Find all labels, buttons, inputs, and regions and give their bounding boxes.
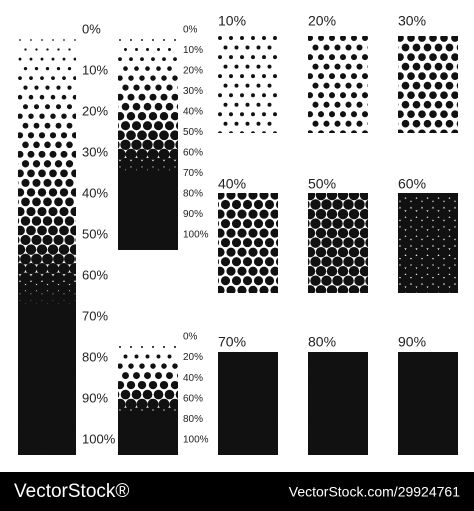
- percent-label: 30%: [82, 144, 108, 159]
- swatch-label: 40%: [218, 176, 246, 192]
- percent-label: 40%: [183, 373, 203, 384]
- percent-label: 50%: [82, 226, 108, 241]
- footer-brand: VectorStock®: [14, 481, 129, 502]
- percent-label: 0%: [183, 25, 198, 36]
- percent-label: 40%: [183, 107, 203, 118]
- percent-label: 100%: [82, 431, 116, 446]
- percent-label: 10%: [82, 62, 108, 77]
- percent-label: 60%: [183, 148, 203, 159]
- dot-pattern: [218, 352, 278, 455]
- percent-label: 80%: [183, 414, 203, 425]
- swatch-label: 80%: [308, 334, 336, 350]
- percent-label: 20%: [82, 103, 108, 118]
- percent-label: 50%: [183, 127, 203, 138]
- percent-label: 80%: [183, 189, 203, 200]
- dot-pattern: [398, 193, 458, 293]
- percent-label: 10%: [183, 45, 203, 56]
- dot-pattern: [308, 36, 368, 133]
- dot-pattern: [118, 39, 178, 250]
- dot-pattern: [308, 193, 368, 293]
- percent-label: 70%: [183, 168, 203, 179]
- percent-label: 100%: [183, 435, 209, 446]
- percent-label: 80%: [82, 349, 108, 364]
- dot-pattern: [18, 39, 76, 455]
- dot-pattern: [308, 352, 368, 455]
- dot-pattern: [218, 36, 277, 133]
- swatch-label: 90%: [398, 334, 426, 350]
- percent-label: 20%: [183, 66, 203, 77]
- percent-label: 0%: [82, 21, 101, 36]
- dot-pattern: [118, 345, 178, 455]
- percent-label: 60%: [183, 393, 203, 404]
- swatch-label: 10%: [218, 13, 246, 29]
- percent-label: 0%: [183, 332, 198, 343]
- footer-url: VectorStock.com/29924761: [289, 484, 460, 500]
- swatch-label: 60%: [398, 176, 426, 192]
- dot-pattern: [398, 352, 458, 455]
- percent-label: 90%: [183, 209, 203, 220]
- percent-label: 30%: [183, 86, 203, 97]
- swatch-label: 50%: [308, 176, 336, 192]
- dot-pattern: [218, 193, 278, 293]
- percent-label: 40%: [82, 185, 108, 200]
- percent-label: 20%: [183, 352, 203, 363]
- percent-label: 60%: [82, 267, 108, 282]
- dot-pattern: [398, 36, 458, 133]
- swatch-label: 30%: [398, 13, 426, 29]
- footer-bar: [0, 472, 474, 511]
- percent-label: 100%: [183, 230, 209, 241]
- swatch-label: 20%: [308, 13, 336, 29]
- percent-label: 90%: [82, 390, 108, 405]
- swatch-label: 70%: [218, 334, 246, 350]
- percent-label: 70%: [82, 308, 108, 323]
